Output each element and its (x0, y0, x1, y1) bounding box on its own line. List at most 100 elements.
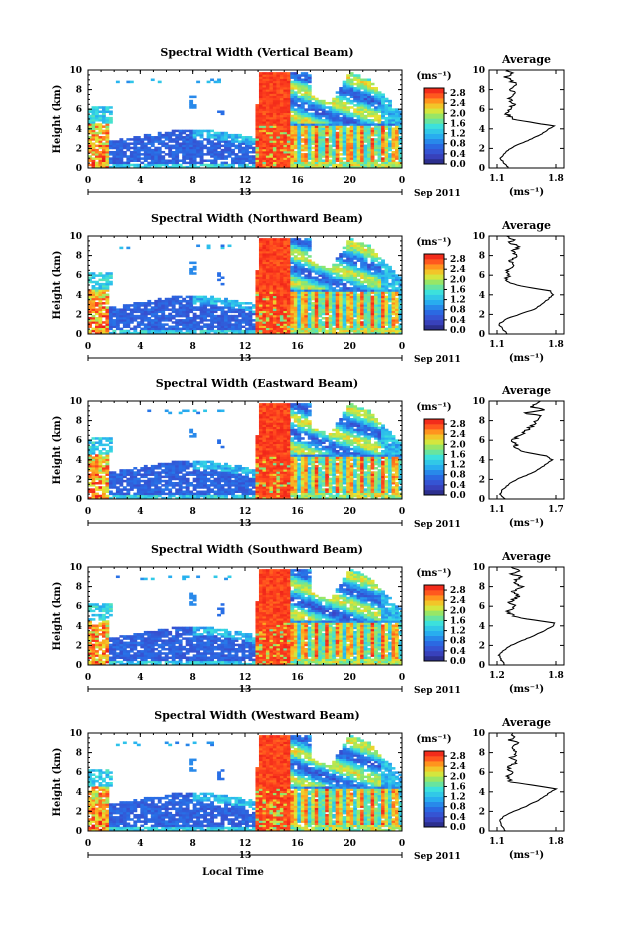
heatmap-cell (304, 153, 309, 156)
heatmap-cell (342, 97, 347, 101)
heatmap-cell (105, 302, 110, 305)
heatmap-cell (311, 295, 316, 299)
heatmap-cell (258, 91, 263, 94)
heatmap-cell (251, 323, 256, 326)
heatmap-cell (101, 125, 106, 128)
heatmap-cell (353, 272, 358, 275)
heatmap-cell (293, 97, 298, 101)
heatmap-cell (276, 116, 281, 120)
heatmap-cell (349, 127, 354, 131)
heatmap-cell (262, 261, 267, 265)
heatmap-cell (279, 314, 284, 318)
heatmap-cell (182, 314, 187, 318)
heatmap-cell (220, 306, 225, 309)
heatmap-cell (328, 272, 333, 275)
heatmap-cell (108, 119, 113, 122)
heatmap-cell (391, 287, 396, 290)
heatmap-cell (136, 165, 141, 169)
heatmap-cell (370, 282, 375, 286)
heatmap-cell (262, 310, 267, 314)
heatmap-cell (234, 138, 239, 141)
heatmap-cell (290, 101, 295, 105)
heatmap-cell (258, 101, 263, 105)
heatmap-cell (381, 161, 385, 165)
heatmap-cell (388, 106, 392, 109)
average-title: Average (501, 53, 551, 66)
heatmap-cell (311, 161, 316, 165)
heatmap-cell (325, 282, 330, 286)
heatmap-cell (147, 138, 152, 141)
heatmap-cell (164, 146, 169, 150)
heatmap-cell (360, 114, 365, 118)
heatmap-cell (314, 276, 319, 280)
heatmap-cell (91, 133, 96, 137)
heatmap-cell (290, 148, 295, 152)
heatmap-cell (370, 310, 375, 314)
heatmap-cell (143, 325, 148, 329)
x-tick-label: 0 (85, 342, 91, 352)
heatmap-cell (161, 310, 166, 314)
heatmap-cell (192, 329, 197, 333)
heatmap-cell (353, 282, 358, 286)
heatmap-cell (304, 306, 309, 309)
heatmap-cell (140, 329, 145, 333)
heatmap-cell (342, 302, 347, 305)
heatmap-cell (363, 253, 368, 256)
heatmap-cell (311, 285, 316, 288)
heatmap-cell (203, 310, 208, 314)
heatmap-cell (91, 125, 96, 128)
heatmap-cell (311, 104, 316, 107)
heatmap-cell (189, 161, 194, 165)
heatmap-cell (360, 306, 365, 309)
heatmap-cell (360, 272, 365, 275)
heatmap-cell (210, 327, 214, 331)
heatmap-cell (140, 157, 145, 160)
heatmap-cell (360, 121, 365, 124)
heatmap-cell (241, 161, 246, 165)
heatmap-cell (88, 159, 92, 163)
heatmap-cell (182, 138, 187, 141)
heatmap-cell (311, 289, 316, 292)
heatmap-cell (349, 138, 354, 141)
heatmap-cell (213, 133, 218, 137)
heatmap-cell (91, 108, 96, 111)
heatmap-cell (321, 101, 326, 105)
heatmap-cell (300, 106, 305, 109)
heatmap-cell (108, 314, 113, 318)
heatmap-cell (290, 325, 295, 329)
heatmap-cell (346, 319, 351, 322)
heatmap-cell (182, 148, 187, 152)
heatmap-cell (234, 155, 239, 158)
heatmap-cell (276, 161, 281, 165)
heatmap-cell (363, 310, 368, 314)
heatmap-cell (391, 119, 396, 122)
heatmap-cell (328, 110, 333, 114)
heatmap-cell (339, 127, 344, 131)
heatmap-cell (381, 270, 385, 273)
heatmap-cell (147, 316, 152, 320)
heatmap-cell (293, 82, 298, 86)
heatmap-cell (370, 316, 375, 320)
heatmap-cell (276, 89, 281, 92)
heatmap-cell (255, 142, 260, 145)
heatmap-cell (262, 285, 267, 288)
heatmap-cell (119, 161, 124, 165)
heatmap-cell (384, 140, 389, 143)
heatmap-cell (227, 323, 232, 326)
avg-y-tick-label: 10 (472, 66, 485, 76)
heatmap-cell (136, 310, 141, 314)
heatmap-cell (367, 159, 371, 163)
heatmap-cell (119, 140, 124, 143)
heatmap-cell (318, 302, 323, 305)
heatmap-cell (224, 150, 228, 154)
heatmap-cell (353, 280, 358, 284)
heatmap-cell (258, 323, 263, 326)
heatmap-cell (363, 110, 368, 114)
heatmap-cell (290, 157, 295, 160)
heatmap-cell (304, 157, 309, 160)
heatmap-cell (147, 321, 152, 324)
heatmap-cell (356, 140, 361, 143)
heatmap-cell (290, 138, 295, 141)
heatmap-cell (304, 291, 309, 294)
heatmap-cell (346, 291, 351, 294)
